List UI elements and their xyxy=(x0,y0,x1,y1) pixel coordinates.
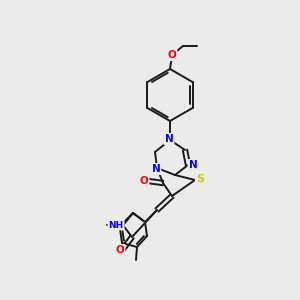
Text: N: N xyxy=(152,164,160,174)
Text: S: S xyxy=(196,174,204,184)
Text: O: O xyxy=(140,176,148,186)
Text: O: O xyxy=(116,245,124,255)
Text: O: O xyxy=(168,50,176,60)
Text: NH: NH xyxy=(108,220,124,230)
Text: N: N xyxy=(189,160,197,170)
Text: N: N xyxy=(165,134,173,144)
